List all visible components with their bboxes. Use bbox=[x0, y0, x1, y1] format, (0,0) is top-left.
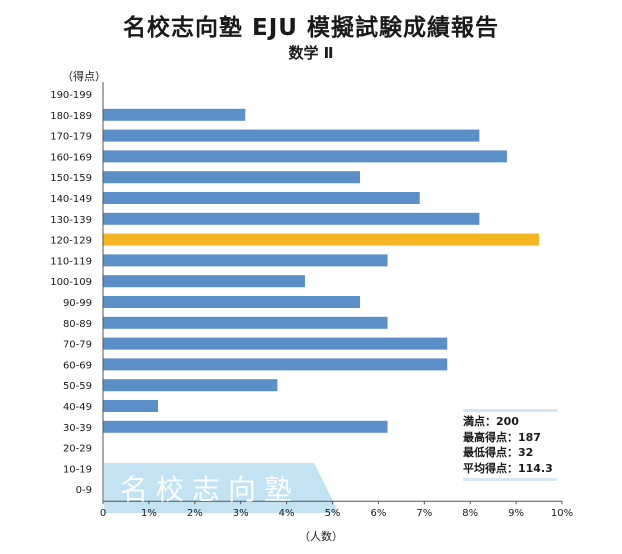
y-tick-label: 90-99 bbox=[63, 298, 92, 309]
bar-140-149 bbox=[103, 192, 420, 204]
chart-subtitle: 数学 Ⅱ bbox=[288, 44, 334, 62]
y-tick-label: 190-199 bbox=[50, 90, 92, 101]
stats-box: 満点：200 最高得点：187 最低得点：32 平均得点：114.3 bbox=[463, 407, 557, 483]
y-tick-label: 130-139 bbox=[50, 215, 92, 226]
stat-min-score: 最低得点：32 bbox=[463, 446, 534, 459]
x-tick-label: 1% bbox=[141, 508, 157, 519]
y-tick-label: 160-169 bbox=[50, 152, 92, 163]
y-tick-label: 40-49 bbox=[63, 402, 92, 413]
bar-50-59 bbox=[103, 379, 278, 392]
x-axis-label: （人数） bbox=[299, 530, 343, 543]
y-tick-label: 110-119 bbox=[50, 256, 92, 267]
y-tick-label: 170-179 bbox=[50, 132, 92, 143]
bar-150-159 bbox=[103, 171, 361, 184]
stats-top-rule bbox=[463, 409, 557, 412]
y-tick-label: 180-189 bbox=[50, 111, 92, 122]
bar-160-169 bbox=[103, 150, 507, 163]
y-tick-label: 100-109 bbox=[50, 277, 92, 288]
bar-130-139 bbox=[103, 212, 480, 225]
bar-40-49 bbox=[103, 400, 159, 412]
stat-max-score: 最高得点：187 bbox=[463, 430, 541, 444]
y-tick-label: 150-159 bbox=[50, 173, 92, 184]
bar-90-99 bbox=[103, 296, 361, 308]
x-tick-label: 5% bbox=[325, 508, 341, 519]
x-tick-label: 9% bbox=[508, 508, 524, 519]
y-tick-label: 60-69 bbox=[63, 360, 92, 371]
y-tick-label: 70-79 bbox=[63, 340, 92, 351]
y-tick-label: 120-129 bbox=[50, 236, 92, 247]
x-tick-label: 2% bbox=[187, 508, 203, 519]
chart-title: 名校志向塾 EJU 模擬試験成績報告 bbox=[123, 15, 499, 41]
x-tick-label: 10% bbox=[551, 508, 573, 519]
y-tick-label: 0-9 bbox=[76, 485, 92, 496]
bar-30-39 bbox=[103, 420, 388, 433]
y-tick-label: 140-149 bbox=[50, 194, 92, 205]
x-tick-label: 4% bbox=[279, 508, 295, 519]
bar-60-69 bbox=[103, 358, 448, 371]
x-tick-label: 3% bbox=[233, 508, 249, 519]
bar-180-189 bbox=[103, 108, 246, 121]
bar-120-129 bbox=[103, 233, 540, 246]
watermark-banner bbox=[104, 463, 339, 513]
bar-80-89 bbox=[103, 316, 388, 329]
y-tick-label: 10-19 bbox=[63, 464, 92, 475]
watermark-text: 名校志向塾 bbox=[120, 473, 301, 506]
y-tick-label: 20-29 bbox=[63, 444, 92, 455]
x-tick-label: 0 bbox=[100, 508, 106, 519]
stat-full-score: 満点：200 bbox=[463, 415, 519, 428]
x-tick-label: 7% bbox=[416, 508, 432, 519]
x-tick-label: 8% bbox=[462, 508, 478, 519]
bar-100-109 bbox=[103, 275, 305, 288]
x-tick-label: 6% bbox=[370, 508, 386, 519]
y-axis-label: （得点） bbox=[62, 70, 106, 83]
stats-bottom-rule bbox=[463, 478, 557, 481]
y-tick-label: 50-59 bbox=[63, 381, 92, 392]
stat-average: 平均得点：114.3 bbox=[463, 461, 553, 475]
bar-110-119 bbox=[103, 254, 388, 267]
bar-170-179 bbox=[103, 129, 480, 142]
bar-70-79 bbox=[103, 337, 448, 350]
y-tick-label: 30-39 bbox=[63, 423, 92, 434]
y-tick-label: 80-89 bbox=[63, 319, 92, 330]
